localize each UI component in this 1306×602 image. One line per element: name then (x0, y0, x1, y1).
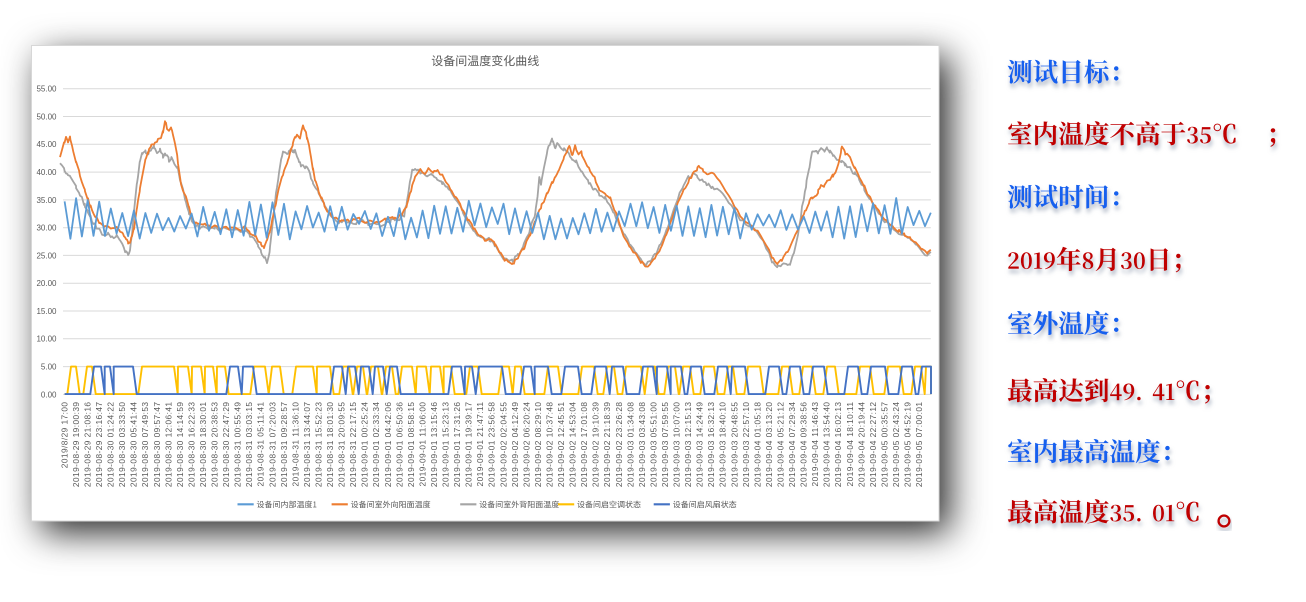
svg-text:2019-09-04 01:05:18: 2019-09-04 01:05:18 (752, 402, 762, 488)
svg-text:2019-09-04 16:02:13: 2019-09-04 16:02:13 (833, 402, 843, 488)
svg-text:2019-09-05 07:00:01: 2019-09-05 07:00:01 (914, 402, 924, 488)
svg-text:2019-09-04 13:54:40: 2019-09-04 13:54:40 (822, 402, 832, 488)
svg-text:2019-09-04 03:13:20: 2019-09-04 03:13:20 (764, 402, 774, 488)
svg-text:2019-09-05 00:35:57: 2019-09-05 00:35:57 (879, 402, 889, 488)
svg-text:2019-08-30 07:49:53: 2019-08-30 07:49:53 (140, 402, 150, 488)
svg-text:2019-08-30 16:22:33: 2019-08-30 16:22:33 (186, 402, 196, 488)
svg-text:0.00: 0.00 (41, 390, 57, 399)
svg-text:2019-09-03 14:24:49: 2019-09-03 14:24:49 (695, 402, 705, 488)
svg-text:2019-09-03 18:40:10: 2019-09-03 18:40:10 (718, 402, 728, 488)
svg-text:2019-08-31 11:36:10: 2019-08-31 11:36:10 (290, 402, 300, 487)
svg-text:2019-09-03 07:59:55: 2019-09-03 07:59:55 (660, 402, 670, 488)
svg-text:50.00: 50.00 (36, 112, 57, 121)
svg-text:20.00: 20.00 (36, 279, 57, 288)
svg-text:2019-09-02 02:04:55: 2019-09-02 02:04:55 (498, 402, 508, 488)
svg-text:2019-08-30 12:06:41: 2019-08-30 12:06:41 (163, 402, 173, 488)
svg-text:2019-09-01 00:25:24: 2019-09-01 00:25:24 (360, 402, 370, 488)
svg-text:2019-09-02 04:12:49: 2019-09-02 04:12:49 (510, 402, 520, 488)
svg-text:2019-09-04 07:29:34: 2019-09-04 07:29:34 (787, 402, 797, 488)
svg-text:2019-09-01 04:42:06: 2019-09-01 04:42:06 (383, 402, 393, 488)
svg-text:2019-09-03 20:48:55: 2019-09-03 20:48:55 (729, 402, 739, 488)
svg-text:2019-09-04 18:10:11: 2019-09-04 18:10:11 (845, 402, 855, 487)
svg-text:2019-09-04 20:19:44: 2019-09-04 20:19:44 (856, 402, 866, 488)
svg-text:2019-09-03 05:51:00: 2019-09-03 05:51:00 (648, 402, 658, 488)
svg-text:2019-09-02 21:18:39: 2019-09-02 21:18:39 (602, 402, 612, 488)
svg-text:2019-08-30 18:30:01: 2019-08-30 18:30:01 (198, 402, 208, 488)
svg-text:2019-09-02 10:37:48: 2019-09-02 10:37:48 (545, 402, 555, 488)
svg-text:2019-09-03 12:15:13: 2019-09-03 12:15:13 (683, 402, 693, 488)
svg-text:2019-09-01 21:47:11: 2019-09-01 21:47:11 (475, 402, 485, 487)
svg-text:2019-08-29 21:08:16: 2019-08-29 21:08:16 (83, 402, 93, 488)
svg-text:2019-08-29 23:16:47: 2019-08-29 23:16:47 (94, 402, 104, 488)
svg-text:2019-09-04 05:21:12: 2019-09-04 05:21:12 (776, 402, 786, 488)
svg-text:2019-08-30 05:41:44: 2019-08-30 05:41:44 (129, 402, 139, 488)
svg-text:2019-09-01 08:58:15: 2019-09-01 08:58:15 (406, 402, 416, 488)
svg-text:2019-08-31 13:44:07: 2019-08-31 13:44:07 (302, 402, 312, 488)
svg-text:2019-09-03 22:57:10: 2019-09-03 22:57:10 (741, 402, 751, 488)
svg-text:2019-09-03 03:43:08: 2019-09-03 03:43:08 (637, 402, 647, 488)
svg-text:40.00: 40.00 (36, 168, 57, 177)
svg-text:30.00: 30.00 (36, 224, 57, 233)
svg-text:2019-09-02 06:20:24: 2019-09-02 06:20:24 (521, 402, 531, 488)
svg-text:2019-08-31 03:03:15: 2019-08-31 03:03:15 (244, 402, 254, 488)
svg-text:2019-08-29 19:00:39: 2019-08-29 19:00:39 (71, 402, 81, 488)
svg-text:2019-08-31 07:20:03: 2019-08-31 07:20:03 (267, 402, 277, 488)
svg-text:2019-09-03 10:07:00: 2019-09-03 10:07:00 (672, 402, 682, 488)
svg-text:35.00: 35.00 (36, 196, 57, 205)
svg-text:2019-08-30 01:24:22: 2019-08-30 01:24:22 (106, 402, 116, 488)
svg-text:2019-09-01 02:33:34: 2019-09-01 02:33:34 (371, 402, 381, 488)
svg-text:2019-08-30 14:14:59: 2019-08-30 14:14:59 (175, 402, 185, 488)
svg-text:2019-08-30 20:38:53: 2019-08-30 20:38:53 (210, 402, 220, 488)
svg-text:2019-08-30 03:33:50: 2019-08-30 03:33:50 (117, 402, 127, 488)
svg-text:10.00: 10.00 (36, 335, 57, 344)
svg-text:15.00: 15.00 (36, 307, 57, 316)
svg-text:2019-08-31 09:28:57: 2019-08-31 09:28:57 (279, 402, 289, 488)
svg-text:2019-09-02 23:26:28: 2019-09-02 23:26:28 (614, 402, 624, 488)
svg-text:2019-09-01 06:50:36: 2019-09-01 06:50:36 (394, 402, 404, 488)
svg-text:2019/8/29 17:00: 2019/8/29 17:00 (59, 402, 69, 469)
svg-text:2019-09-04 22:27:12: 2019-09-04 22:27:12 (868, 402, 878, 488)
svg-text:2019-09-03 01:34:08: 2019-09-03 01:34:08 (625, 402, 635, 488)
svg-text:2019-09-01 19:39:17: 2019-09-01 19:39:17 (464, 402, 474, 488)
svg-text:45.00: 45.00 (36, 140, 57, 149)
svg-text:2019-09-01 15:23:13: 2019-09-01 15:23:13 (441, 402, 451, 488)
svg-text:2019-08-31 18:01:30: 2019-08-31 18:01:30 (325, 402, 335, 488)
svg-text:5.00: 5.00 (41, 363, 57, 372)
svg-text:2019-09-02 14:53:04: 2019-09-02 14:53:04 (568, 402, 578, 488)
svg-text:2019-08-31 00:55:49: 2019-08-31 00:55:49 (233, 402, 243, 488)
svg-text:2019-09-04 11:46:43: 2019-09-04 11:46:43 (810, 402, 820, 487)
svg-text:2019-08-30 22:47:29: 2019-08-30 22:47:29 (221, 402, 231, 488)
svg-text:2019-09-05 02:43:24: 2019-09-05 02:43:24 (891, 402, 901, 488)
svg-text:2019-09-01 23:56:58: 2019-09-01 23:56:58 (487, 402, 497, 488)
svg-text:2019-09-04 09:38:56: 2019-09-04 09:38:56 (799, 402, 809, 488)
svg-text:2019-08-31 15:52:23: 2019-08-31 15:52:23 (314, 402, 324, 488)
svg-text:2019-08-31 20:09:55: 2019-08-31 20:09:55 (337, 402, 347, 488)
svg-text:2019-08-31 22:17:15: 2019-08-31 22:17:15 (348, 402, 358, 488)
svg-text:2019-09-01 17:31:26: 2019-09-01 17:31:26 (452, 402, 462, 488)
svg-text:2019-09-01 11:06:00: 2019-09-01 11:06:00 (417, 402, 427, 487)
svg-text:2019-09-01 13:15:46: 2019-09-01 13:15:46 (429, 402, 439, 488)
svg-text:2019-09-02 08:29:10: 2019-09-02 08:29:10 (533, 402, 543, 488)
svg-text:2019-08-31 05:11:41: 2019-08-31 05:11:41 (256, 402, 266, 487)
svg-text:2019-08-30 09:57:47: 2019-08-30 09:57:47 (152, 402, 162, 488)
svg-text:2019-09-02 19:10:39: 2019-09-02 19:10:39 (591, 402, 601, 488)
svg-text:55.00: 55.00 (36, 85, 57, 94)
svg-text:2019-09-05 04:52:19: 2019-09-05 04:52:19 (903, 402, 913, 488)
svg-text:2019-09-02 17:01:08: 2019-09-02 17:01:08 (579, 402, 589, 488)
svg-text:25.00: 25.00 (36, 251, 57, 260)
svg-text:2019-09-03 16:32:13: 2019-09-03 16:32:13 (706, 402, 716, 488)
svg-text:2019-09-02 12:45:51: 2019-09-02 12:45:51 (556, 402, 566, 488)
